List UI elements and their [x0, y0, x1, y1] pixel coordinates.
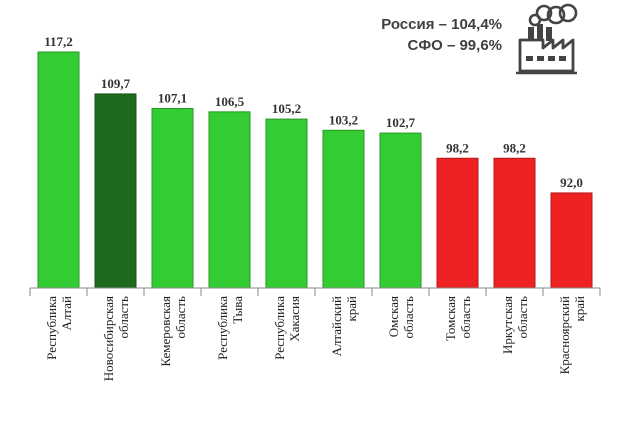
tick-label: Иркутская область — [500, 296, 530, 354]
data-label: 106,5 — [215, 94, 245, 109]
tick-label-line: Томская — [443, 296, 458, 341]
tick-label: Кемеровская область — [158, 296, 188, 367]
tick-label-line: Иркутская — [500, 296, 515, 354]
data-label: 109,7 — [101, 76, 131, 91]
tick-label: Омская область — [386, 296, 416, 338]
data-label: 103,2 — [329, 112, 358, 127]
bar — [151, 107, 194, 289]
factory-icon — [510, 0, 580, 76]
tick-label-line: Тыва — [230, 296, 245, 324]
tick-label-line: край — [344, 296, 359, 322]
tick-label-line: область — [458, 296, 473, 338]
data-label: 92,0 — [560, 175, 583, 190]
tick-label-line: край — [572, 296, 587, 322]
bar — [436, 157, 479, 289]
tick-label-line: Кемеровская — [158, 296, 173, 367]
bar — [322, 129, 365, 289]
data-label: 107,1 — [158, 90, 187, 105]
data-label: 117,2 — [44, 34, 73, 49]
tick-label-line: Алтай — [59, 296, 74, 330]
summary-box: Россия – 104,4% СФО – 99,6% — [381, 14, 502, 56]
tick-label: Красноярский край — [557, 296, 587, 374]
bar — [493, 157, 536, 289]
tick-label-line: область — [116, 296, 131, 338]
tick-label: Республика Тыва — [215, 296, 245, 360]
tick-label: Республика Хакасия — [272, 296, 302, 360]
data-label: 98,2 — [446, 140, 469, 155]
tick-label: Томская область — [443, 296, 473, 341]
tick-label-line: область — [515, 296, 530, 338]
bar — [550, 192, 593, 289]
tick-label-line: Республика — [215, 296, 230, 360]
tick-label-line: Красноярский — [557, 296, 572, 374]
bar — [379, 132, 422, 289]
bar — [265, 118, 308, 289]
bar — [37, 51, 80, 289]
summary-russia: Россия – 104,4% — [381, 16, 502, 33]
tick-label-line: область — [173, 296, 188, 338]
data-label: 102,7 — [386, 115, 416, 130]
tick-label-line: Омская — [386, 296, 401, 337]
tick-label-line: Новосибирская — [101, 296, 116, 381]
tick-label: Новосибирская область — [101, 296, 131, 381]
data-label: 98,2 — [503, 140, 526, 155]
tick-label-line: Алтайский — [329, 296, 344, 356]
data-label: 105,2 — [272, 101, 301, 116]
tick-label-line: Республика — [44, 296, 59, 360]
bar — [208, 111, 251, 289]
tick-label-line: Хакасия — [287, 296, 302, 342]
summary-sfo: СФО – 99,6% — [407, 37, 502, 54]
tick-label: Республика Алтай — [44, 296, 74, 360]
tick-label: Алтайский край — [329, 296, 359, 356]
tick-label-line: область — [401, 296, 416, 338]
bar — [94, 93, 137, 289]
tick-label-line: Республика — [272, 296, 287, 360]
